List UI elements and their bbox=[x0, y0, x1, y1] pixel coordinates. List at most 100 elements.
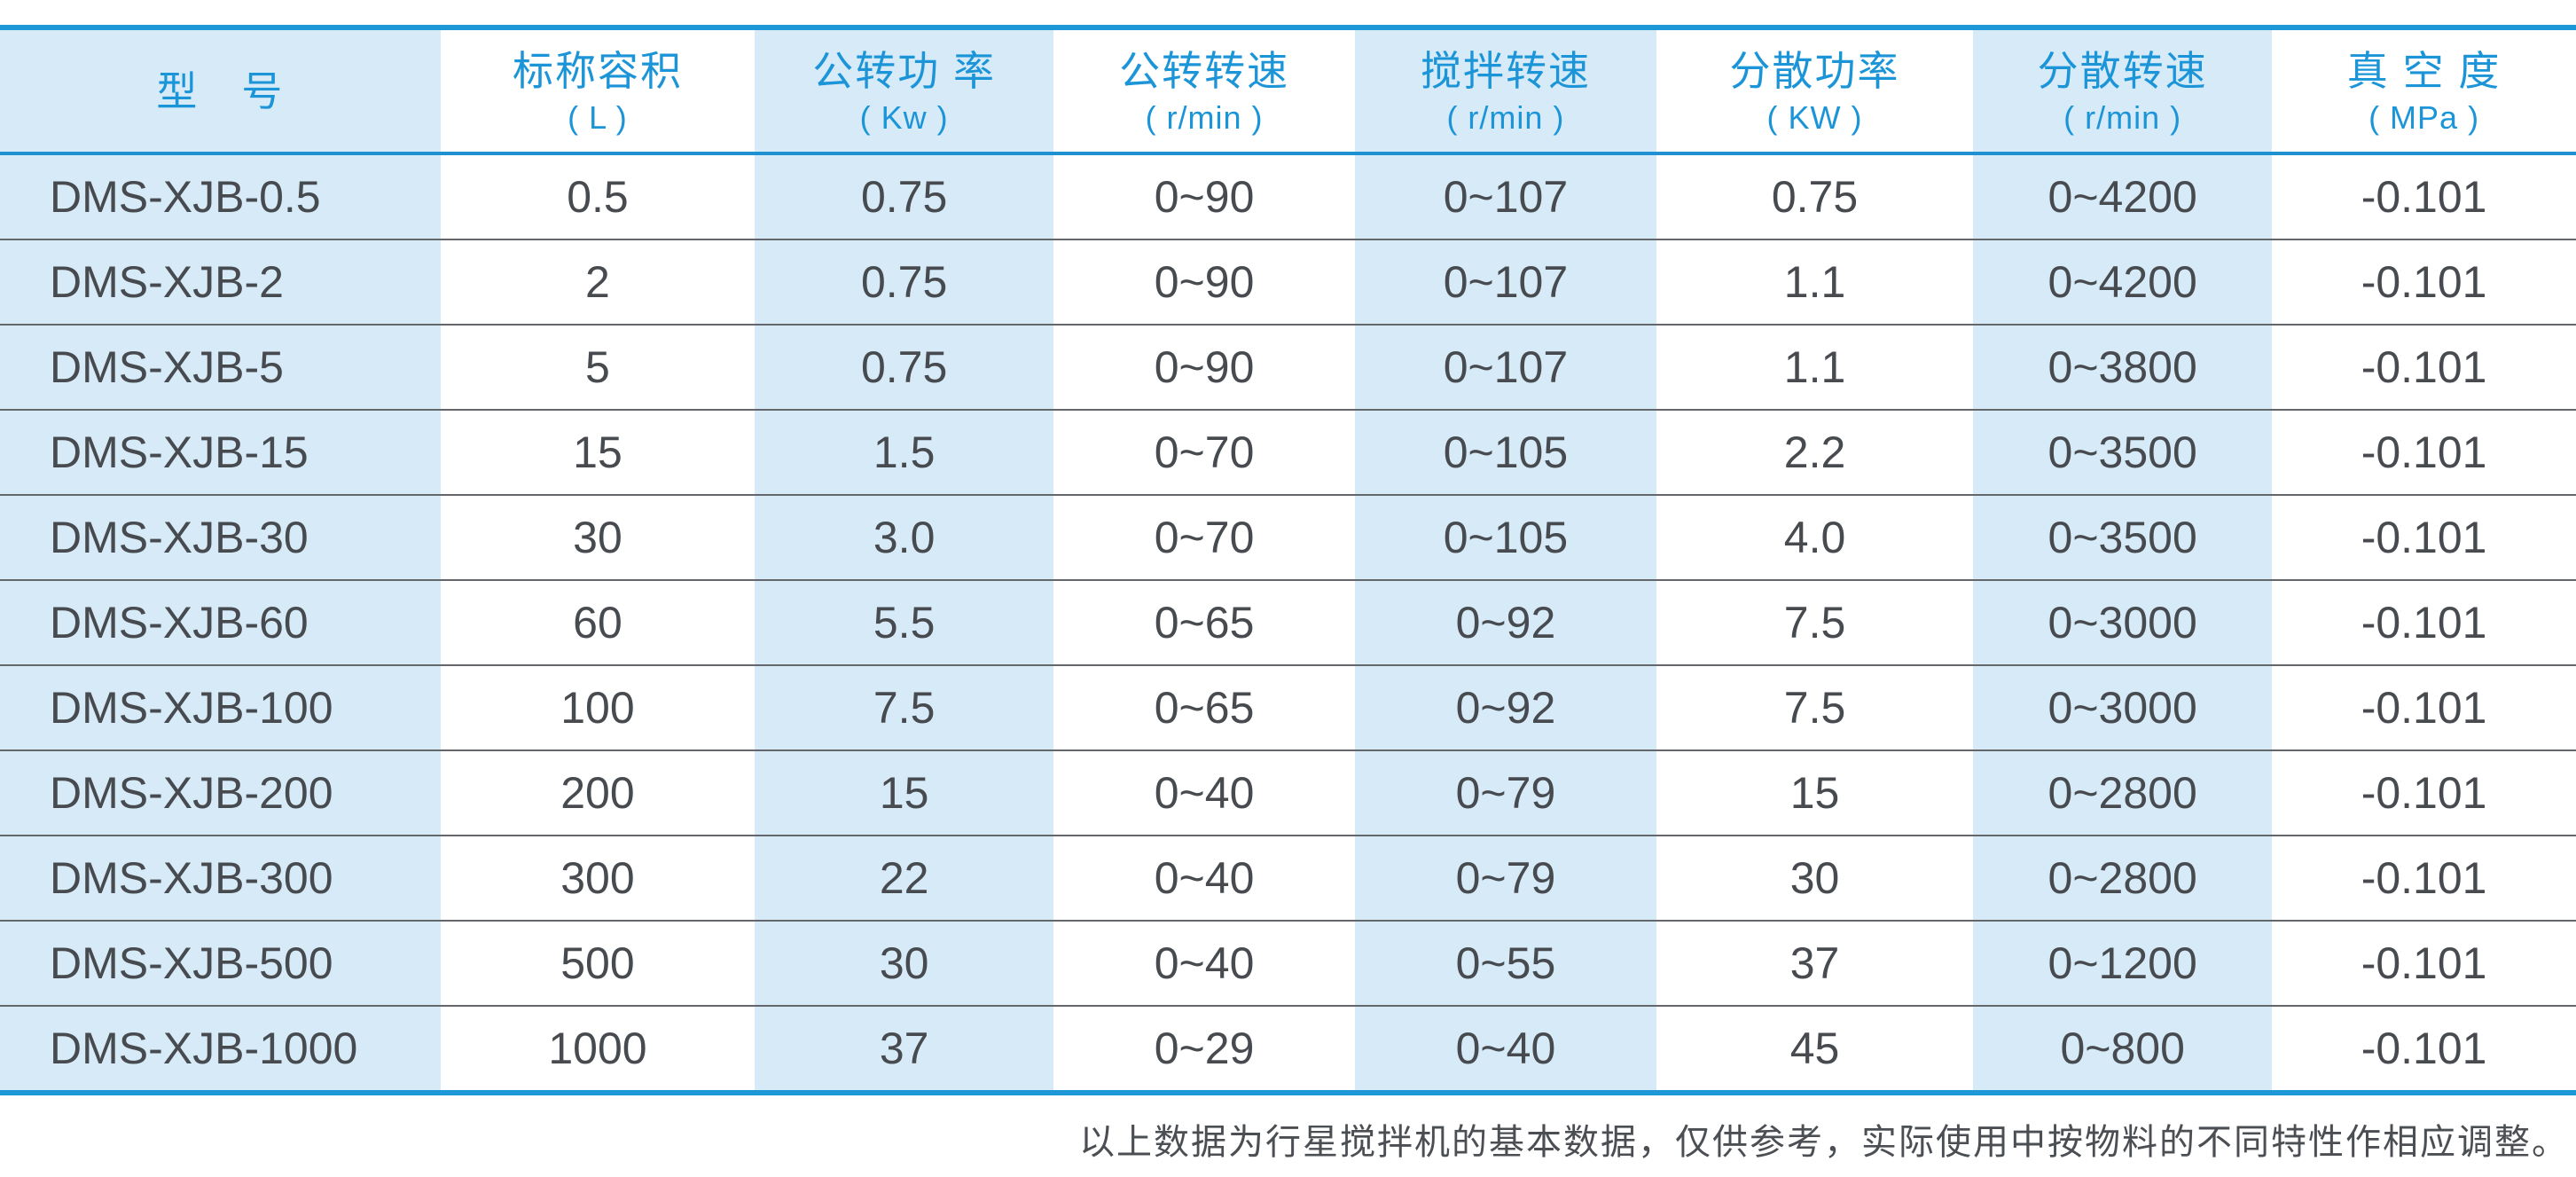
cell-value: 0~105 bbox=[1355, 495, 1656, 580]
cell-value: 1000 bbox=[548, 1024, 647, 1073]
cell-model: DMS-XJB-200 bbox=[0, 750, 441, 836]
cell-value: 7.5 bbox=[1783, 683, 1846, 733]
cell-value: -0.101 bbox=[2361, 1024, 2487, 1073]
column-header-1: 标称容积 ( L ) bbox=[441, 27, 755, 153]
cell-value: 37 bbox=[1789, 938, 1840, 988]
cell-value: -0.101 bbox=[2361, 598, 2487, 647]
cell-model: DMS-XJB-15 bbox=[0, 410, 441, 495]
cell-value: 0~40 bbox=[1154, 768, 1255, 818]
cell-value: 30 bbox=[1789, 853, 1840, 903]
column-label: 型 号 bbox=[156, 67, 285, 114]
cell-value: 0~3800 bbox=[1973, 325, 2273, 410]
cell-model: DMS-XJB-300 bbox=[0, 836, 441, 921]
cell-value: 0~79 bbox=[1355, 836, 1656, 921]
cell-value: 0~1200 bbox=[1973, 921, 2273, 1006]
cell-value: 0~92 bbox=[1355, 665, 1656, 750]
column-label: 标称容积 bbox=[512, 47, 683, 94]
cell-value: 0.5 bbox=[567, 172, 629, 222]
cell-value: -0.101 bbox=[2361, 768, 2487, 818]
cell-value: 15 bbox=[573, 428, 622, 477]
cell-value: 15 bbox=[1789, 768, 1840, 818]
table-row: DMS-XJB-5 5 0.75 0~90 0~107 1.1 0~3800 -0.101 bbox=[0, 325, 2576, 410]
cell-value: 0.75 bbox=[755, 239, 1054, 325]
table-row: DMS-XJB-200 200 15 0~40 0~79 15 0~2800 -0.101 bbox=[0, 750, 2576, 836]
cell-value: 0~3000 bbox=[1973, 580, 2273, 665]
cell-value: 0~800 bbox=[1973, 1006, 2273, 1093]
column-unit: ( L ) bbox=[568, 98, 628, 136]
table-row: DMS-XJB-15 15 1.5 0~70 0~105 2.2 0~3500 -0.101 bbox=[0, 410, 2576, 495]
cell-value: 22 bbox=[755, 836, 1054, 921]
cell-value: 0~65 bbox=[1154, 683, 1255, 733]
table-row: DMS-XJB-300 300 22 0~40 0~79 30 0~2800 -0.101 bbox=[0, 836, 2576, 921]
table-body: DMS-XJB-0.5 0.5 0.75 0~90 0~107 0.75 0~4200 -0.… bbox=[0, 153, 2576, 1093]
table-header: 型 号标称容积( L ) 公转功 率( Kw ) 公转转速( r/min ) 搅拌转速… bbox=[0, 27, 2576, 153]
cell-value: 0~3500 bbox=[1973, 495, 2273, 580]
table-row: DMS-XJB-100 100 7.5 0~65 0~92 7.5 0~3000 -0.101 bbox=[0, 665, 2576, 750]
cell-model: DMS-XJB-500 bbox=[0, 921, 441, 1006]
cell-value: 2.2 bbox=[1783, 428, 1846, 477]
column-unit: ( KW ) bbox=[1766, 98, 1863, 136]
table-row: DMS-XJB-500 500 30 0~40 0~55 37 0~1200 -0.101 bbox=[0, 921, 2576, 1006]
cell-model: DMS-XJB-2 bbox=[0, 239, 441, 325]
cell-value: 0~40 bbox=[1154, 938, 1255, 988]
cell-value: 300 bbox=[560, 853, 635, 903]
column-unit: ( Kw ) bbox=[859, 98, 949, 136]
cell-value: 0~40 bbox=[1154, 853, 1255, 903]
cell-value: 0~3500 bbox=[1973, 410, 2273, 495]
cell-value: 0~3000 bbox=[1973, 665, 2273, 750]
column-unit: ( r/min ) bbox=[1446, 98, 1565, 136]
column-label: 分散转速 bbox=[2037, 47, 2208, 94]
cell-value: 0~4200 bbox=[1973, 153, 2273, 239]
cell-value: 0~90 bbox=[1154, 172, 1255, 222]
cell-value: 37 bbox=[755, 1006, 1054, 1093]
cell-value: 0~65 bbox=[1154, 598, 1255, 647]
footnote: 以上数据为行星搅拌机的基本数据，仅供参考，实际使用中按物料的不同特性作相应调整。 bbox=[1079, 1122, 2569, 1163]
cell-value: -0.101 bbox=[2361, 257, 2487, 307]
cell-model: DMS-XJB-30 bbox=[0, 495, 441, 580]
cell-value: 0~2800 bbox=[1973, 750, 2273, 836]
cell-value: 5.5 bbox=[755, 580, 1054, 665]
column-header-4: 搅拌转速 ( r/min ) bbox=[1355, 27, 1656, 153]
table-header-row: 型 号标称容积( L ) 公转功 率( Kw ) 公转转速( r/min ) 搅拌转速… bbox=[0, 27, 2576, 153]
cell-value: -0.101 bbox=[2361, 683, 2487, 733]
spec-table: 型 号标称容积( L ) 公转功 率( Kw ) 公转转速( r/min ) 搅拌转速… bbox=[0, 25, 2576, 1095]
cell-value: 0.75 bbox=[755, 153, 1054, 239]
cell-value: 0~105 bbox=[1355, 410, 1656, 495]
column-label: 真 空 度 bbox=[2346, 47, 2502, 94]
column-header-7: 真 空 度 ( MPa ) bbox=[2272, 27, 2576, 153]
planetary-mixer-spec-sheet: 型 号标称容积( L ) 公转功 率( Kw ) 公转转速( r/min ) 搅拌转速… bbox=[0, 25, 2576, 1177]
column-header-2: 公转功 率 ( Kw ) bbox=[755, 27, 1054, 153]
cell-value: 0~2800 bbox=[1973, 836, 2273, 921]
cell-value: 500 bbox=[560, 938, 635, 988]
column-unit: ( r/min ) bbox=[2063, 98, 2182, 136]
cell-model: DMS-XJB-60 bbox=[0, 580, 441, 665]
cell-value: -0.101 bbox=[2361, 172, 2487, 222]
table-row: DMS-XJB-2 2 0.75 0~90 0~107 1.1 0~4200 -0.101 bbox=[0, 239, 2576, 325]
column-label: 分散功率 bbox=[1729, 47, 1900, 94]
cell-value: -0.101 bbox=[2361, 853, 2487, 903]
cell-model: DMS-XJB-5 bbox=[0, 325, 441, 410]
column-unit: ( MPa ) bbox=[2369, 98, 2480, 136]
cell-value: 30 bbox=[573, 513, 622, 562]
cell-value: 4.0 bbox=[1783, 513, 1846, 562]
cell-value: 0~107 bbox=[1355, 325, 1656, 410]
cell-value: 0~55 bbox=[1355, 921, 1656, 1006]
cell-value: 0~107 bbox=[1355, 239, 1656, 325]
column-header-0: 型 号 bbox=[0, 27, 441, 153]
column-header-6: 分散转速 ( r/min ) bbox=[1973, 27, 2273, 153]
cell-value: 2 bbox=[585, 257, 610, 307]
cell-value: 0.75 bbox=[1771, 172, 1859, 222]
cell-value: 0~90 bbox=[1154, 257, 1255, 307]
column-header-3: 公转转速 ( r/min ) bbox=[1053, 27, 1355, 153]
table-row: DMS-XJB-30 30 3.0 0~70 0~105 4.0 0~3500 -0.101 bbox=[0, 495, 2576, 580]
cell-value: 200 bbox=[560, 768, 635, 818]
cell-value: 0~40 bbox=[1355, 1006, 1656, 1093]
cell-value: -0.101 bbox=[2361, 428, 2487, 477]
cell-value: 45 bbox=[1789, 1024, 1840, 1073]
cell-value: 7.5 bbox=[755, 665, 1054, 750]
cell-value: 0~90 bbox=[1154, 342, 1255, 392]
column-unit: ( r/min ) bbox=[1145, 98, 1264, 136]
column-label: 搅拌转速 bbox=[1420, 47, 1591, 94]
table-row: DMS-XJB-60 60 5.5 0~65 0~92 7.5 0~3000 -0.101 bbox=[0, 580, 2576, 665]
cell-value: 0~4200 bbox=[1973, 239, 2273, 325]
